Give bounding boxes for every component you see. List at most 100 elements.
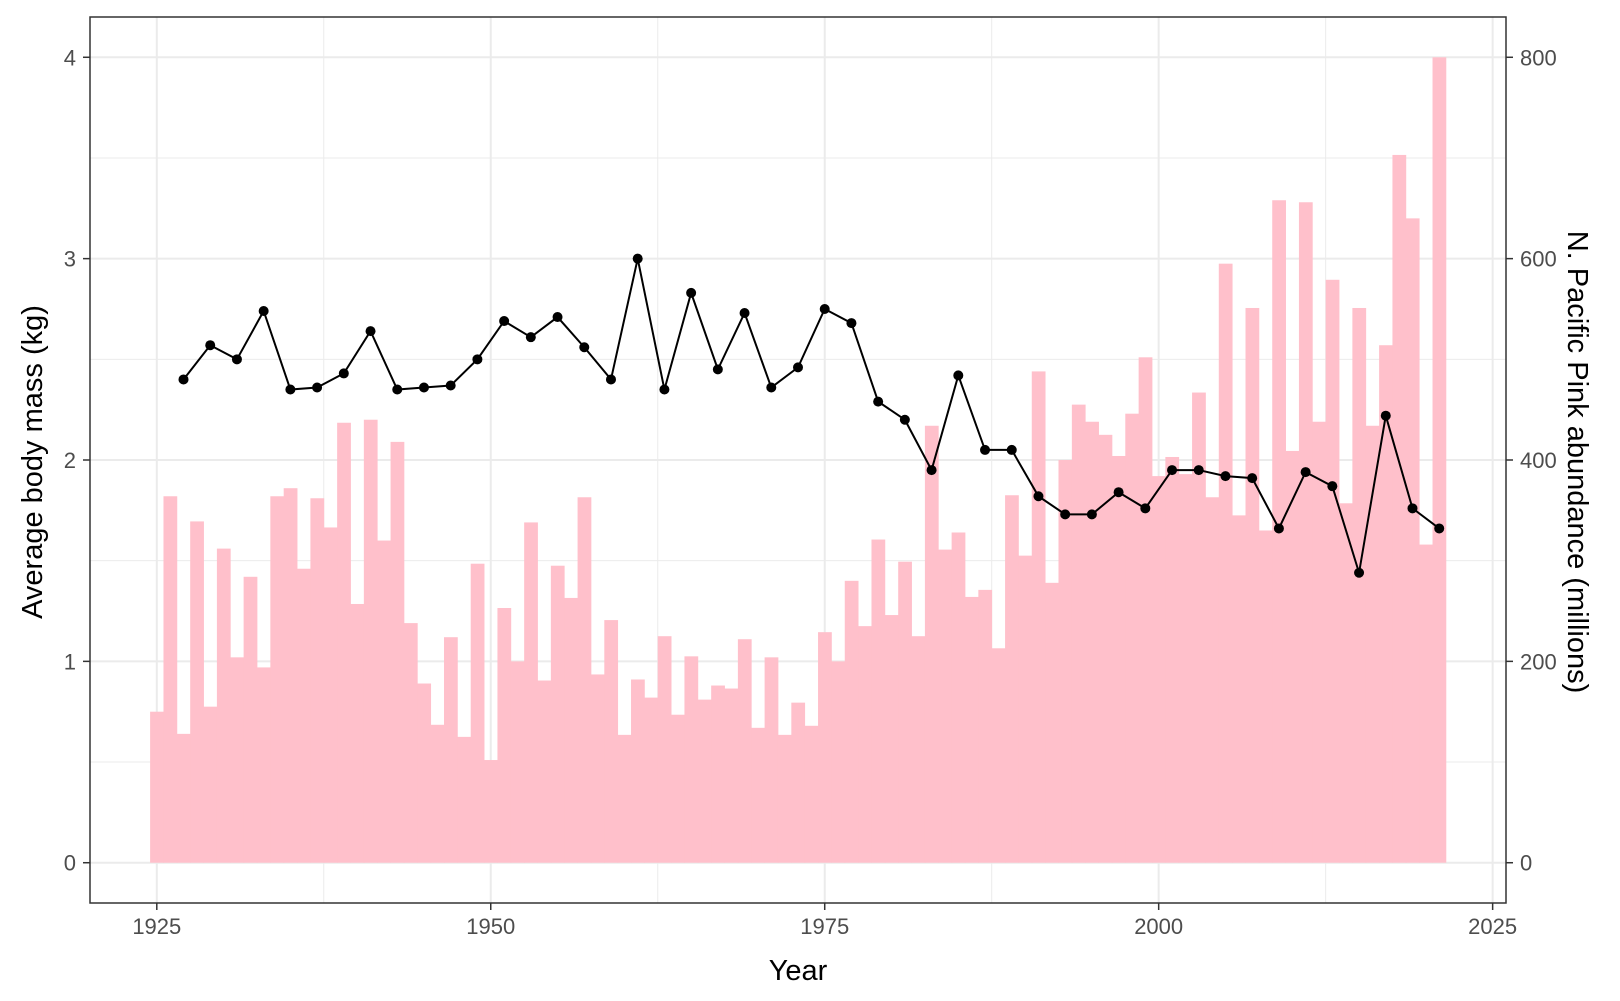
body-mass-point [525,332,536,343]
abundance-bar [176,733,191,863]
abundance-bar [484,760,498,863]
abundance-bar [604,620,619,863]
abundance-bar [1085,421,1099,863]
abundance-bar [216,548,231,863]
abundance-bar [243,576,258,863]
body-mass-point [1354,567,1365,578]
body-mass-point [873,396,884,407]
abundance-bar [470,563,485,863]
abundance-bar [163,496,178,863]
abundance-bar [1339,503,1353,863]
x-tick-label: 2025 [1468,914,1517,939]
body-mass-point [418,382,429,393]
abundance-bar [1392,154,1407,863]
body-mass-point [846,318,857,329]
abundance-bar [831,661,846,863]
x-tick-label: 1950 [466,914,515,939]
abundance-bar [1098,434,1113,863]
abundance-bar [444,637,458,863]
body-mass-point [899,414,910,425]
abundance-bar [1031,371,1046,863]
x-tick-label: 1925 [132,914,181,939]
body-mass-point [231,354,242,365]
abundance-bar [1018,555,1033,863]
abundance-bar [297,568,311,863]
x-tick-label: 2000 [1134,914,1183,939]
abundance-bar [924,425,939,863]
abundance-bar [323,527,338,863]
body-mass-point [338,368,349,379]
right-y-tick-label: 200 [1520,649,1557,674]
abundance-bar [256,667,271,863]
x-tick-label: 1975 [800,914,849,939]
abundance-bar [1365,425,1380,863]
abundance-bar [1352,307,1367,863]
body-mass-point [205,340,216,351]
abundance-bar [938,549,953,863]
abundance-bar [911,636,926,863]
body-mass-point [1113,487,1124,498]
body-mass-point [1327,481,1338,492]
abundance-bar [1379,345,1393,863]
abundance-bar [1111,455,1126,863]
abundance-bar [1245,307,1260,863]
abundance-bar [671,714,685,863]
abundance-bar [310,498,325,863]
body-mass-point [766,382,777,393]
body-mass-point [472,354,483,365]
right-y-tick-label: 400 [1520,448,1557,473]
abundance-bar [564,597,578,863]
abundance-bar [363,419,378,863]
abundance-bar [377,540,391,863]
body-mass-point [499,316,510,327]
abundance-bar [697,699,712,863]
abundance-bar [537,680,552,863]
abundance-bar [283,488,298,863]
abundance-bar [898,561,912,863]
left-y-tick-label: 3 [64,247,76,272]
body-mass-point [1006,444,1017,455]
abundance-bar [1325,279,1340,863]
abundance-bar [991,648,1006,863]
body-mass-point [1273,523,1284,534]
body-mass-point [605,374,616,385]
body-mass-point [1167,465,1178,476]
body-mass-point [392,384,403,395]
abundance-bar [884,615,899,863]
body-mass-point [632,253,643,264]
body-mass-point [579,342,590,353]
abundance-bar [1312,421,1327,863]
body-mass-point [365,326,376,337]
body-mass-point [285,384,296,395]
abundance-bar [390,441,405,863]
abundance-bar [1232,515,1246,863]
abundance-bar [818,632,832,863]
body-mass-point [1380,410,1391,421]
abundance-bar [791,702,806,863]
body-mass-point [980,444,991,455]
left-y-tick-label: 2 [64,448,76,473]
abundance-bar [978,589,993,863]
body-mass-point [953,370,964,381]
abundance-bar [550,565,565,863]
abundance-bar [844,580,859,863]
abundance-bar [457,736,472,863]
left-y-axis-title: Average body mass (kg) [17,305,49,619]
body-mass-point [1434,523,1445,534]
body-mass-point [659,384,670,395]
body-mass-point [178,374,189,385]
abundance-bar [350,603,365,863]
abundance-bar [1071,404,1086,863]
abundance-bar [1258,530,1273,863]
right-y-tick-label: 800 [1520,45,1557,70]
body-mass-point [1300,467,1311,478]
abundance-bar [203,706,218,863]
body-mass-point [819,303,830,314]
abundance-bar [1152,476,1166,863]
left-y-tick-label: 1 [64,649,76,674]
abundance-bar [871,539,886,863]
abundance-bar [644,697,659,863]
abundance-bar [337,422,351,863]
abundance-bar [1298,202,1313,863]
abundance-bar [403,623,418,863]
